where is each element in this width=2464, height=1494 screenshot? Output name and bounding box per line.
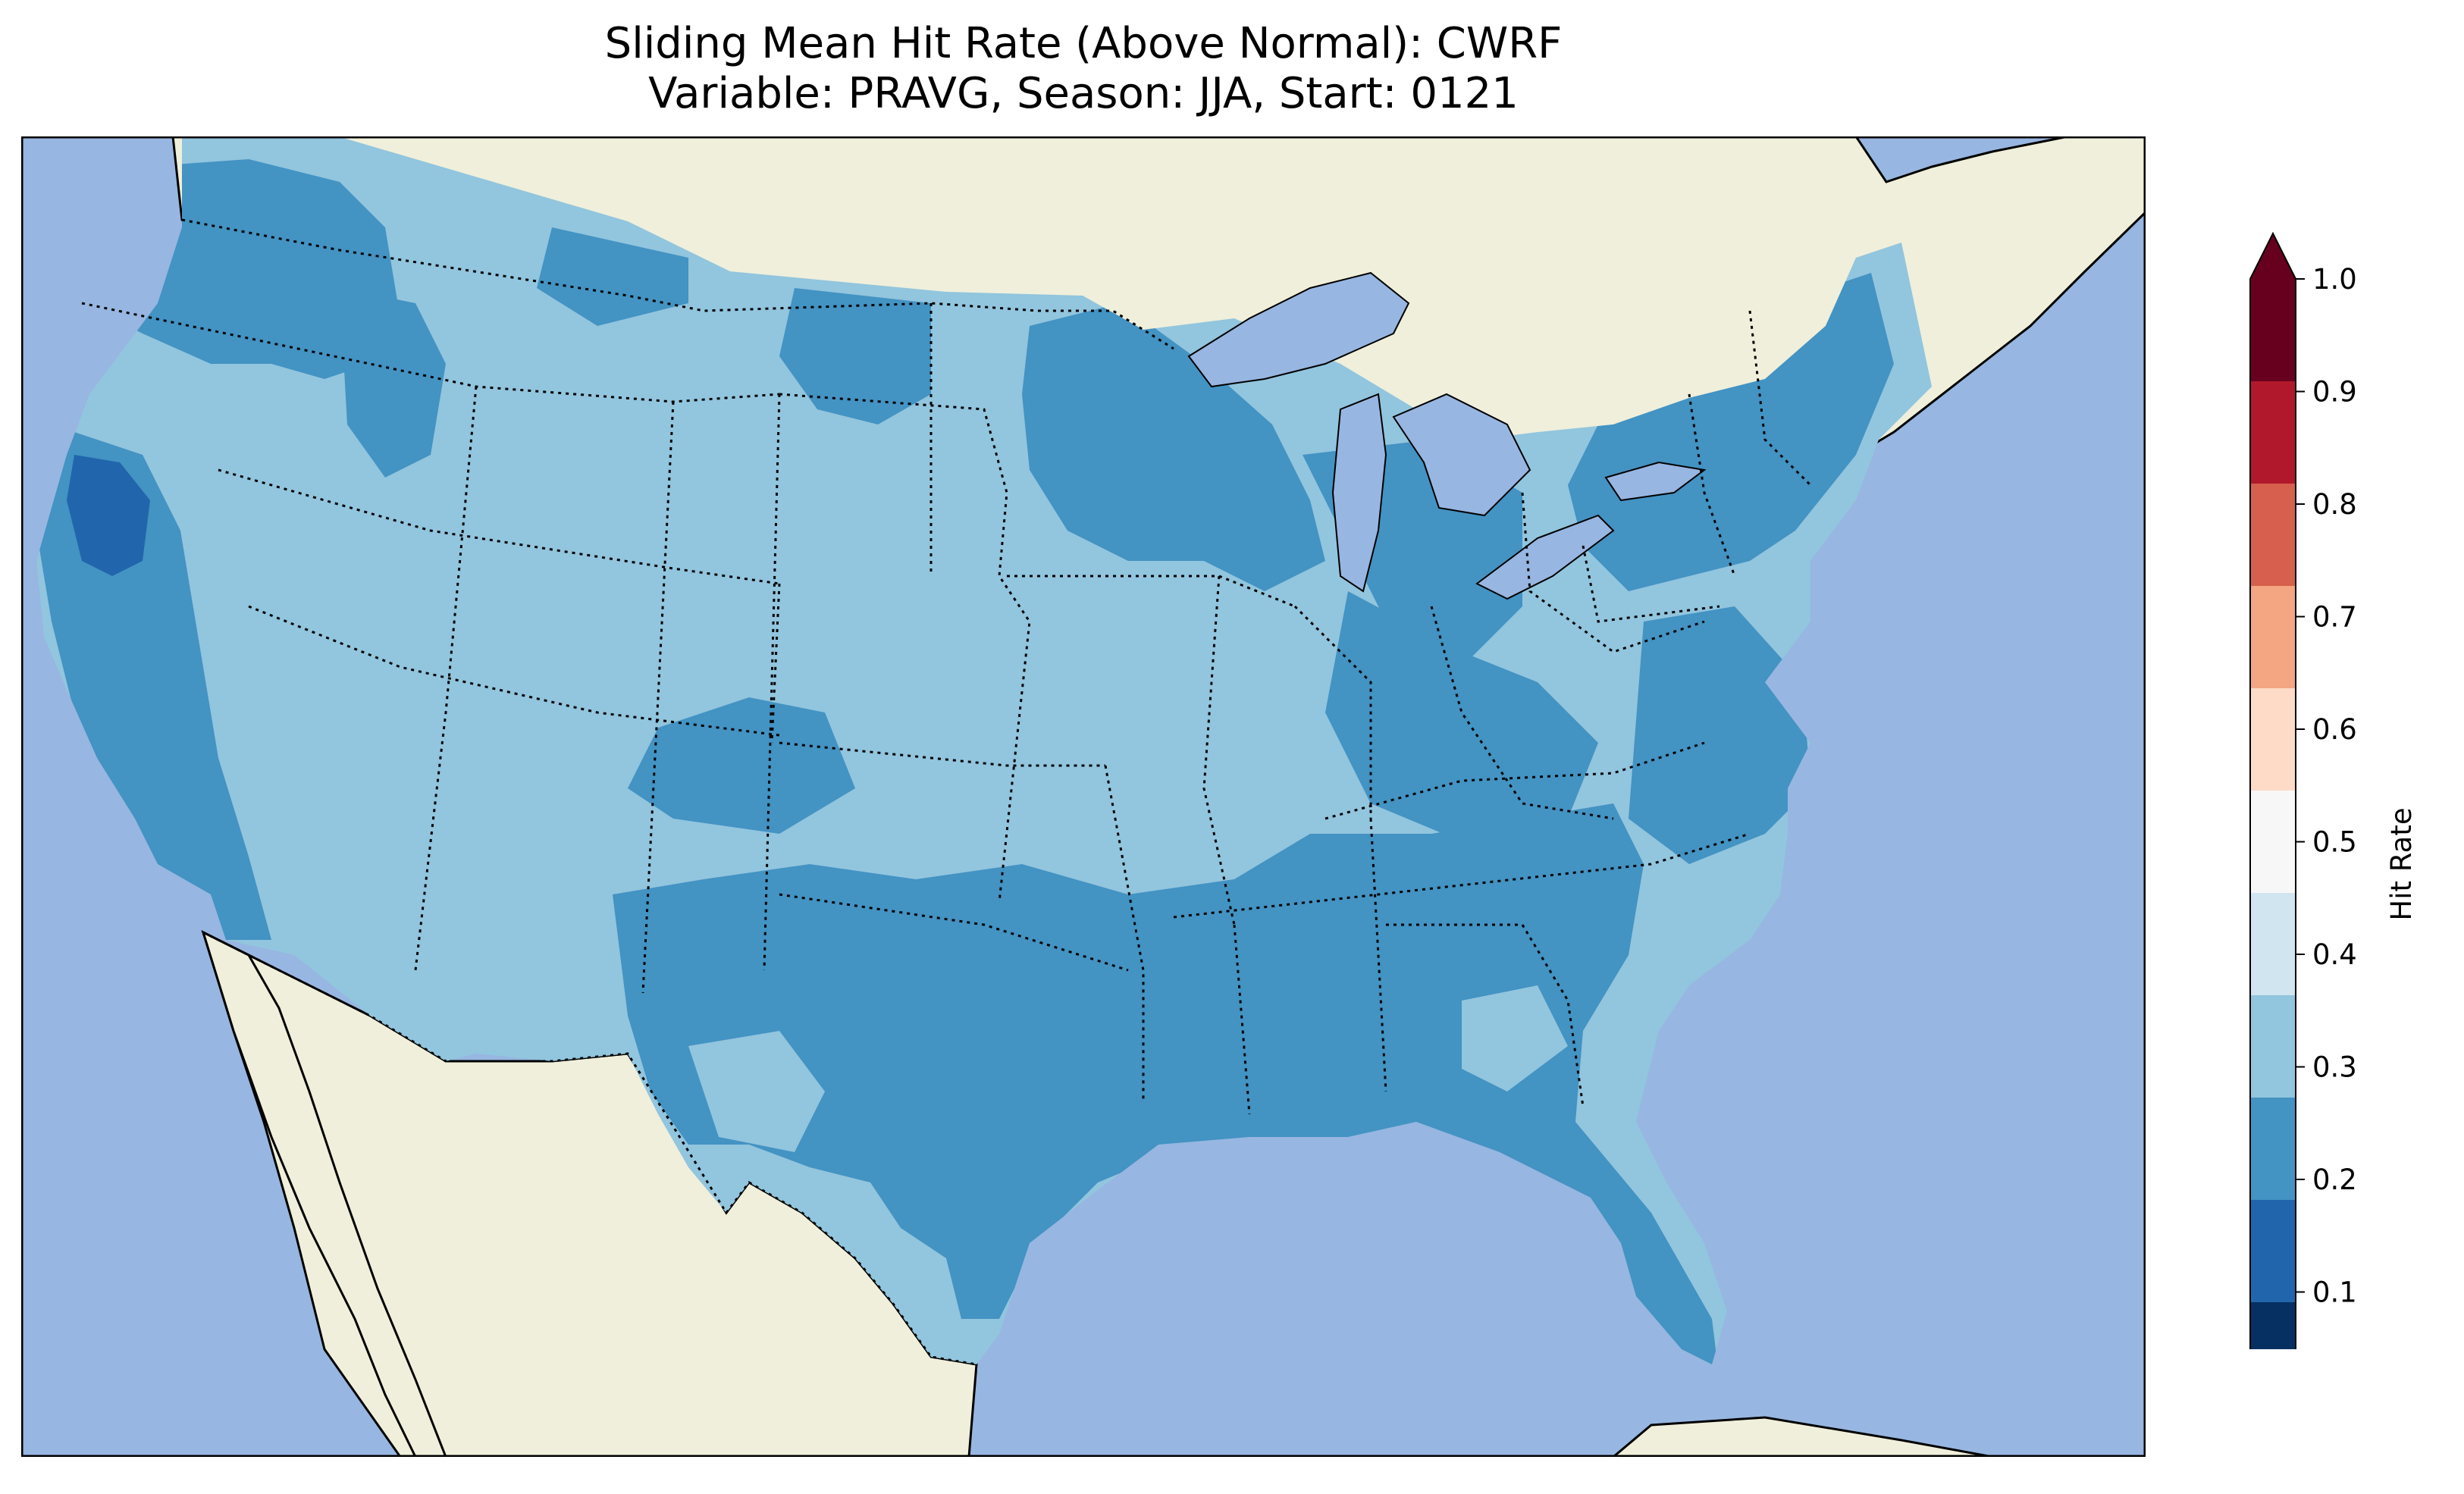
colorbar-segments [2250,233,2296,1349]
colorbar-segment [2250,791,2296,894]
colorbar-segment [2250,1302,2296,1349]
colorbar: 0.00.10.20.30.40.50.60.70.80.91.0 Hit Ra… [2244,227,2426,1349]
colorbar-segment [2250,995,2296,1098]
colorbar-tick-label: 0.5 [2312,826,2357,859]
colorbar-label: Hit Rate [2385,807,2418,920]
colorbar-ticks: 0.00.10.20.30.40.50.60.70.80.91.0 [2296,263,2357,1349]
colorbar-segment [2250,1098,2296,1201]
colorbar-tick-label: 0.1 [2312,1276,2357,1309]
colorbar-segment [2250,279,2296,382]
map-panel [21,136,2146,1457]
map-title-line1: Sliding Mean Hit Rate (Above Normal): CW… [21,23,2146,65]
colorbar-segment [2250,688,2296,791]
colorbar-segment [2250,381,2296,484]
colorbar-segment [2250,484,2296,587]
colorbar-tick-label: 0.9 [2312,376,2357,409]
colorbar-tick-label: 0.2 [2312,1164,2357,1196]
colorbar-tick-label: 0.7 [2312,601,2357,634]
colorbar-segment [2250,1200,2296,1303]
colorbar-tick-label: 0.6 [2312,713,2357,746]
colorbar-tick-label: 1.0 [2312,263,2357,296]
colorbar-tick-label: 0.4 [2312,938,2357,971]
colorbar-segment [2250,586,2296,689]
colorbar-tick-label: 0.8 [2312,488,2357,521]
map-title-line2: Variable: PRAVG, Season: JJA, Start: 012… [21,73,2146,115]
colorbar-segment [2250,893,2296,996]
colorbar-over-extension [2250,233,2296,279]
colorbar-tick-label: 0.3 [2312,1051,2357,1084]
